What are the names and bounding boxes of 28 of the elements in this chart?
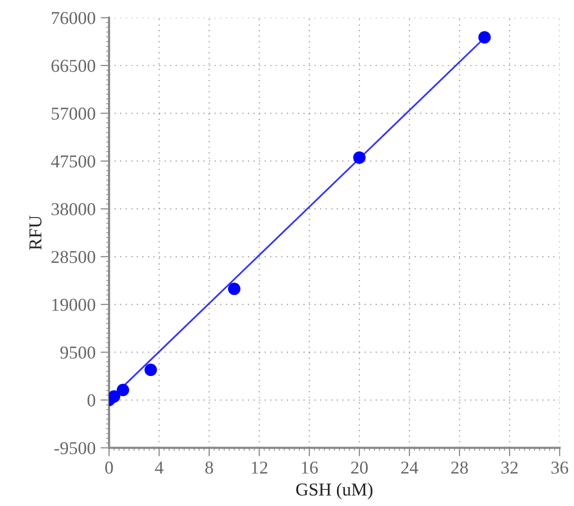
x-tick-label: 28 (451, 462, 468, 474)
point (116, 384, 130, 396)
y-tick-label: 38000 (52, 203, 96, 216)
x-tick-label: 20 (351, 462, 368, 474)
y-tick-label: 57000 (52, 108, 96, 120)
x-tick-label: 8 (205, 462, 214, 474)
point (478, 31, 491, 44)
point (353, 151, 366, 164)
point (109, 390, 120, 403)
point (228, 282, 240, 296)
x-tick-label: 24 (401, 462, 418, 474)
y-tick-label: 28500 (52, 250, 96, 264)
y-axis-title: RFU (30, 216, 42, 250)
y-tick-label: -9500 (54, 442, 96, 454)
x-tick-label: 16 (302, 462, 318, 474)
y-tick-label: 9500 (60, 346, 96, 359)
point (144, 364, 157, 376)
x-axis-title: GSH (uM) (296, 482, 372, 500)
x-tick-label: 12 (252, 462, 268, 474)
y-tick-label: 66500 (52, 60, 96, 72)
y-tick-label: 19000 (52, 298, 96, 311)
x-tick-label: 0 (105, 462, 113, 474)
x-tick-label: 36 (551, 462, 568, 474)
y-tick-label: 0 (88, 394, 96, 406)
x-tick-label: 4 (154, 462, 164, 474)
y-tick-label: 47500 (51, 155, 96, 168)
y-tick-label: 76000 (52, 12, 96, 24)
x-tick-label: 32 (501, 462, 518, 474)
